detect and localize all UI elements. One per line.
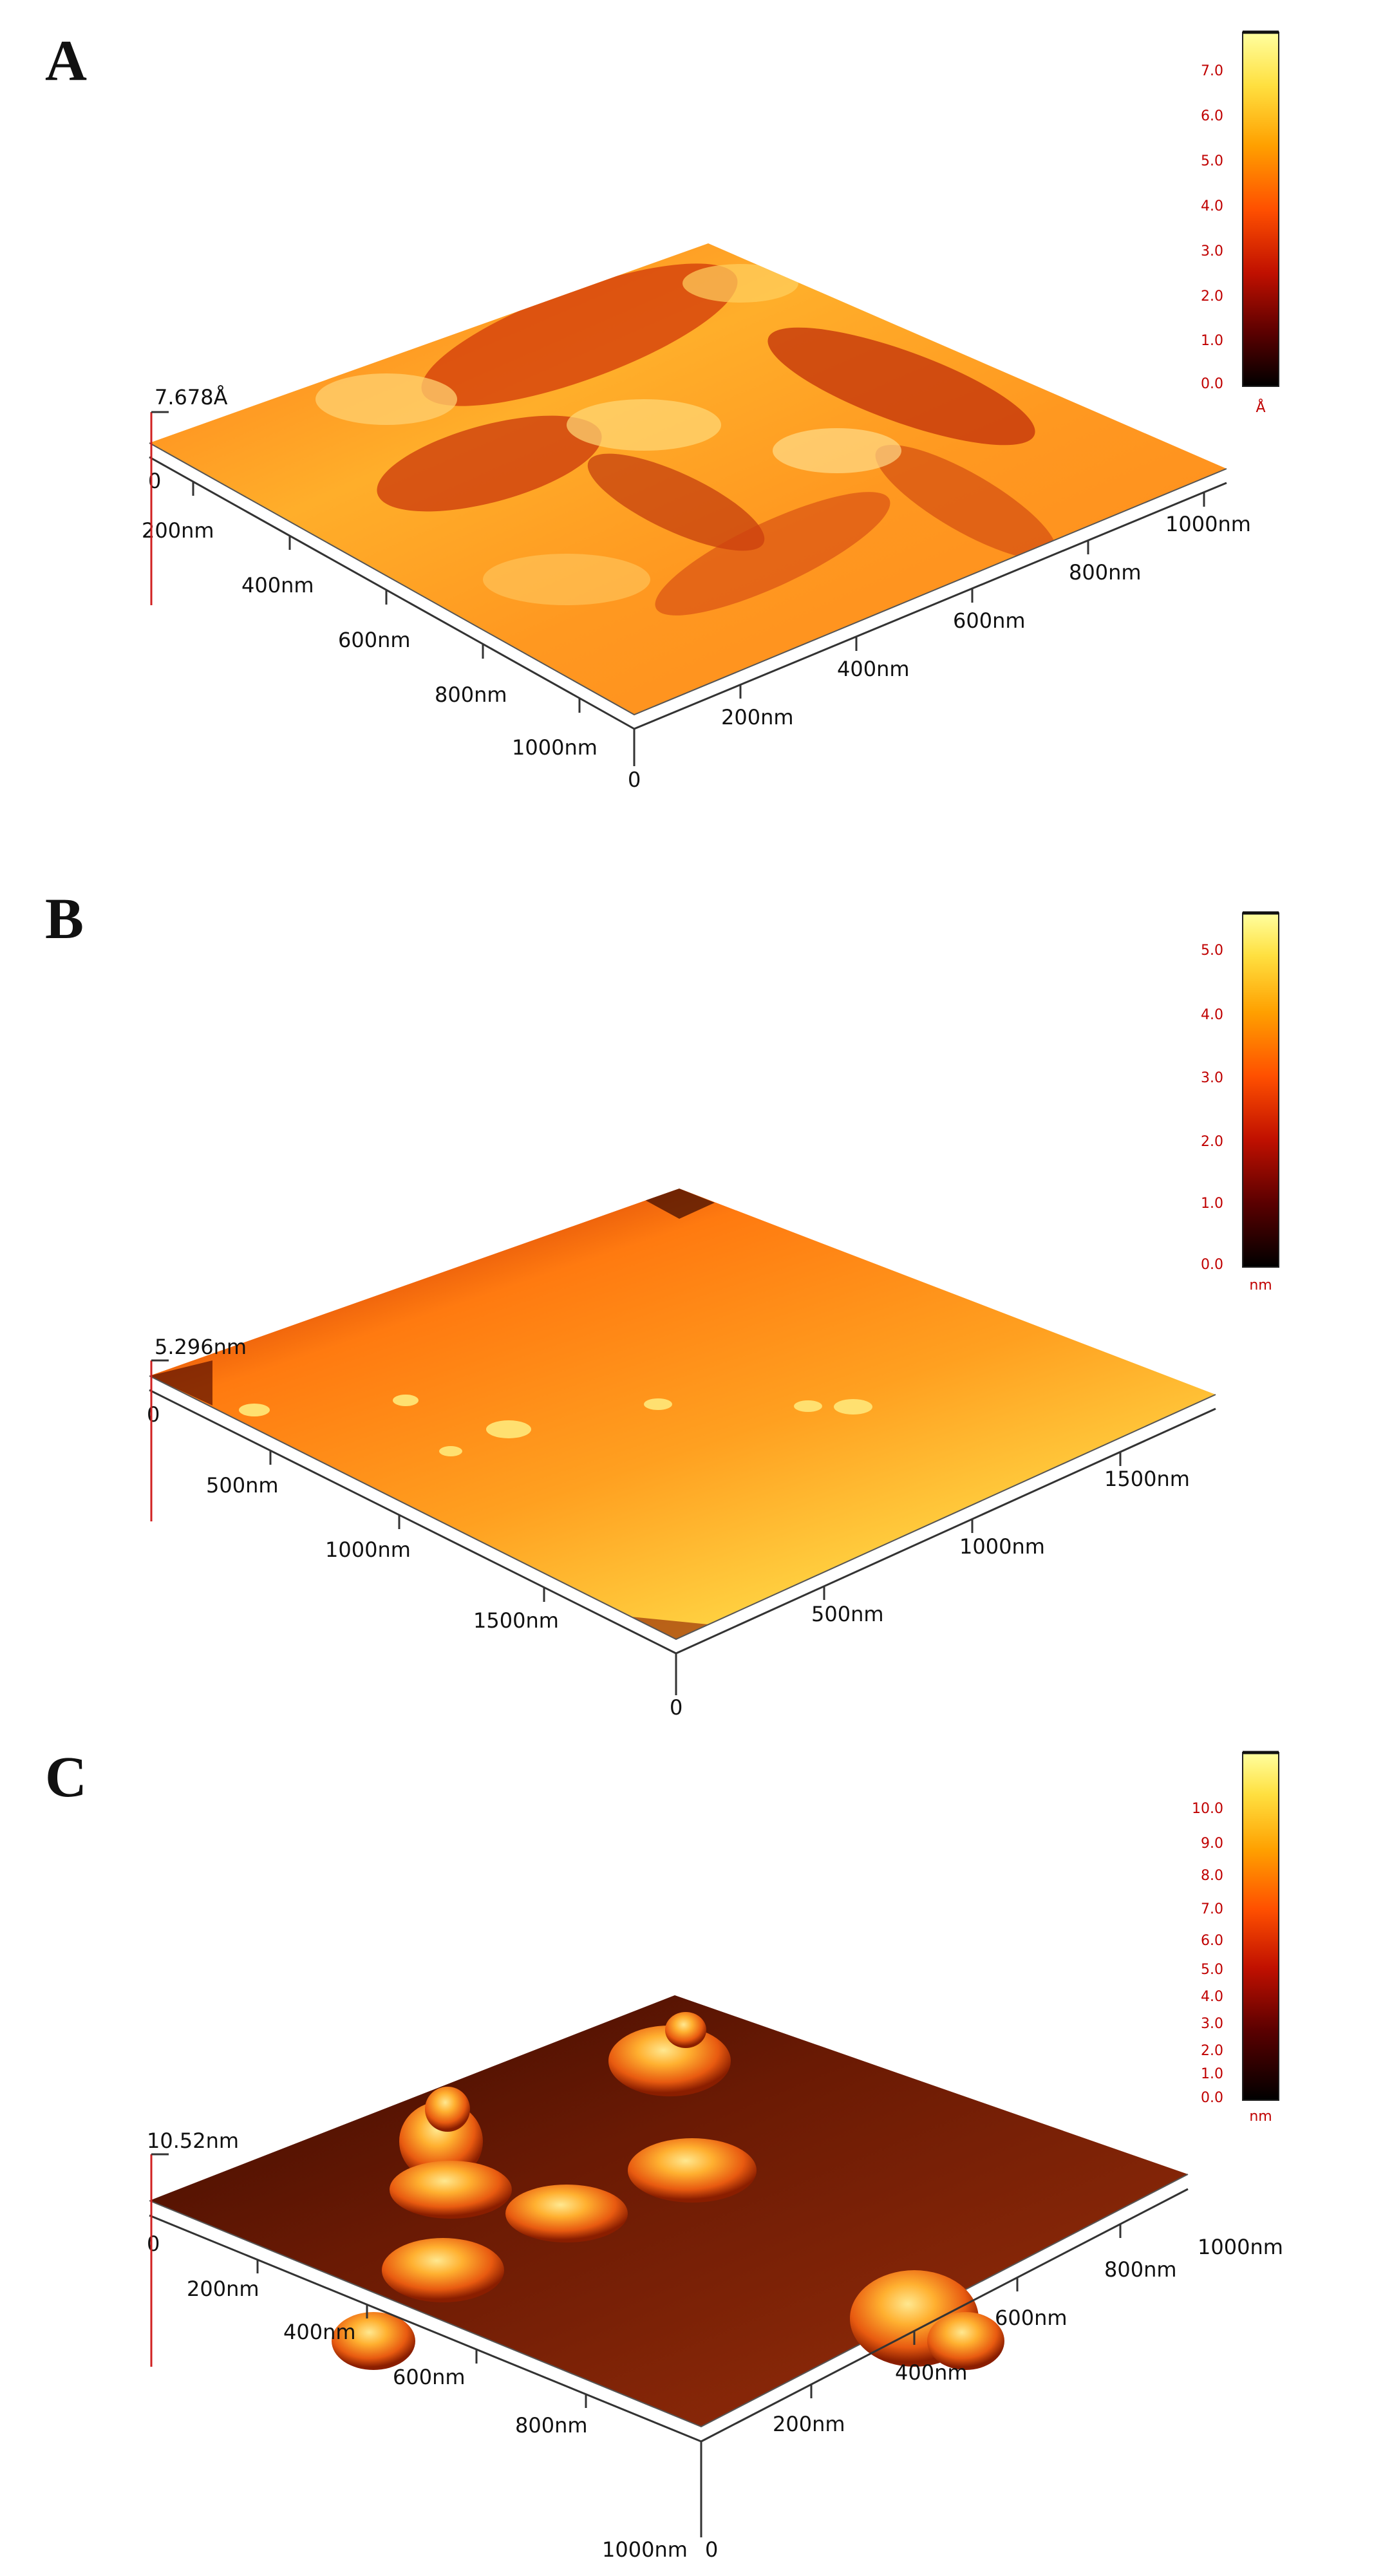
front-axis-tick: 800nm [435, 682, 507, 707]
front-axis: 0 200nm 400nm 600nm 800nm 1000nm [147, 2214, 702, 2562]
afm-panel-c: C [0, 1716, 1374, 2575]
peak [390, 2161, 512, 2219]
surface-plane [149, 1995, 1189, 2428]
panel-label: A [45, 29, 87, 93]
z-axis: 5.296nm [150, 1335, 247, 1521]
front-axis-tick: 500nm [206, 1473, 279, 1498]
right-axis-tick: 500nm [811, 1602, 884, 1626]
right-axis-tick: 400nm [895, 2360, 968, 2385]
afm-panel-a: A [0, 0, 1374, 858]
right-axis-tick: 1000nm [1198, 2235, 1283, 2259]
front-axis-tick: 600nm [393, 2365, 466, 2389]
right-axis-tick: 1000nm [1165, 512, 1251, 536]
right-axis-tick: 200nm [721, 705, 794, 729]
colorbar-tick: 5.0 [1201, 943, 1223, 959]
colorbar-tick: 5.0 [1201, 1962, 1223, 1978]
z-max-label: 5.296nm [155, 1335, 247, 1359]
front-axis: 0 500nm 1000nm 1500nm [147, 1389, 677, 1655]
colorbar-tick: 7.0 [1201, 63, 1223, 79]
colorbar-tick: 9.0 [1201, 1836, 1223, 1852]
z-max-label: 10.52nm [147, 2129, 239, 2153]
front-axis-tick: 1000nm [602, 2537, 688, 2562]
colorbar-tick: 3.0 [1201, 243, 1223, 259]
peak [608, 2012, 731, 2096]
peak [332, 2312, 415, 2370]
peak [505, 2185, 628, 2242]
afm-panel-b: B [0, 858, 1374, 1716]
colorbar-tick: 0.0 [1201, 1257, 1223, 1273]
front-axis-tick: 1000nm [325, 1537, 411, 1562]
front-axis: 0 200nm 400nm 600nm 800nm 1000nm [142, 456, 635, 760]
front-axis-tick: 0 [148, 469, 161, 493]
front-axis-tick: 200nm [187, 2277, 259, 2301]
colorbar-tick: 7.0 [1201, 1901, 1223, 1917]
panel-label: B [45, 887, 84, 951]
front-axis-tick: 1500nm [473, 1608, 559, 1633]
colorbar-tick: 0.0 [1201, 376, 1223, 392]
right-axis-tick: 600nm [953, 608, 1026, 633]
front-axis-tick: 1000nm [512, 735, 598, 760]
peak [382, 2238, 504, 2302]
colorbar-tick: 10.0 [1192, 1801, 1223, 1817]
colorbar-tick: 4.0 [1201, 198, 1223, 214]
colorbar-tick: 3.0 [1201, 2016, 1223, 2032]
right-axis-tick: 1000nm [959, 1534, 1045, 1559]
right-axis: 0 200nm 400nm 600nm 800nm 1000nm [700, 2188, 1283, 2562]
colorbar-tick: 6.0 [1201, 1933, 1223, 1949]
colorbar: 0.0 1.0 2.0 3.0 4.0 5.0 6.0 7.0 Å [1201, 30, 1279, 416]
right-axis-tick: 1500nm [1104, 1467, 1190, 1491]
right-axis-tick: 200nm [773, 2412, 845, 2436]
surface-plane [149, 1189, 1216, 1641]
right-axis-tick: 0 [628, 767, 641, 792]
right-axis-tick: 800nm [1069, 560, 1142, 585]
right-axis-tick: 400nm [837, 657, 910, 681]
right-axis-tick: 800nm [1104, 2257, 1177, 2282]
front-axis-tick: 400nm [241, 573, 314, 597]
colorbar-tick: 1.0 [1201, 2066, 1223, 2082]
front-axis-tick: 600nm [338, 628, 411, 652]
panel-label: C [45, 1745, 87, 1809]
z-max-label: 7.678Å [155, 385, 228, 409]
right-axis-tick: 0 [705, 2537, 718, 2562]
right-axis: 0 200nm 400nm 600nm 800nm 1000nm [628, 482, 1251, 792]
colorbar-tick: 4.0 [1201, 1989, 1223, 2005]
colorbar-tick: 8.0 [1201, 1868, 1223, 1884]
z-axis: 10.52nm [147, 2129, 239, 2367]
colorbar-tick: 1.0 [1201, 333, 1223, 349]
colorbar-tick: 2.0 [1201, 2043, 1223, 2059]
colorbar-unit: nm [1249, 1277, 1272, 1293]
right-axis-tick: 600nm [995, 2306, 1068, 2330]
colorbar-tick: 2.0 [1201, 288, 1223, 305]
afm-3d-surface: 0 200nm 400nm 600nm 800nm 1000nm 0 200nm… [147, 1751, 1283, 2562]
front-axis-tick: 0 [147, 1402, 160, 1427]
colorbar-tick: 4.0 [1201, 1007, 1223, 1023]
colorbar-unit: nm [1249, 2109, 1272, 2125]
right-axis-tick: 0 [670, 1695, 682, 1716]
afm-3d-surface: 0 500nm 1000nm 1500nm 0 500nm 1000nm 150… [147, 911, 1279, 1716]
peak [850, 2270, 1004, 2370]
colorbar-tick: 0.0 [1201, 2090, 1223, 2106]
front-axis-tick: 800nm [515, 2413, 588, 2438]
surface-plane [149, 243, 1227, 716]
right-axis: 0 500nm 1000nm 1500nm [670, 1407, 1216, 1716]
front-axis-tick: 0 [147, 2232, 160, 2256]
colorbar-tick: 6.0 [1201, 108, 1223, 124]
colorbar: 0.0 1.0 2.0 3.0 4.0 5.0 6.0 7.0 8.0 9.0 … [1192, 1751, 1279, 2125]
z-axis: 7.678Å [150, 385, 228, 605]
colorbar-unit: Å [1256, 399, 1265, 416]
colorbar-tick: 5.0 [1201, 153, 1223, 169]
colorbar-tick: 1.0 [1201, 1196, 1223, 1212]
colorbar-tick: 3.0 [1201, 1070, 1223, 1086]
peak [628, 2138, 757, 2203]
afm-3d-surface: 0 200nm 400nm 600nm 800nm 1000nm 0 200nm… [142, 30, 1279, 792]
front-axis-tick: 200nm [142, 518, 214, 543]
colorbar: 0.0 1.0 2.0 3.0 4.0 5.0 nm [1201, 911, 1279, 1293]
front-axis-tick: 400nm [283, 2320, 356, 2344]
colorbar-tick: 2.0 [1201, 1134, 1223, 1150]
